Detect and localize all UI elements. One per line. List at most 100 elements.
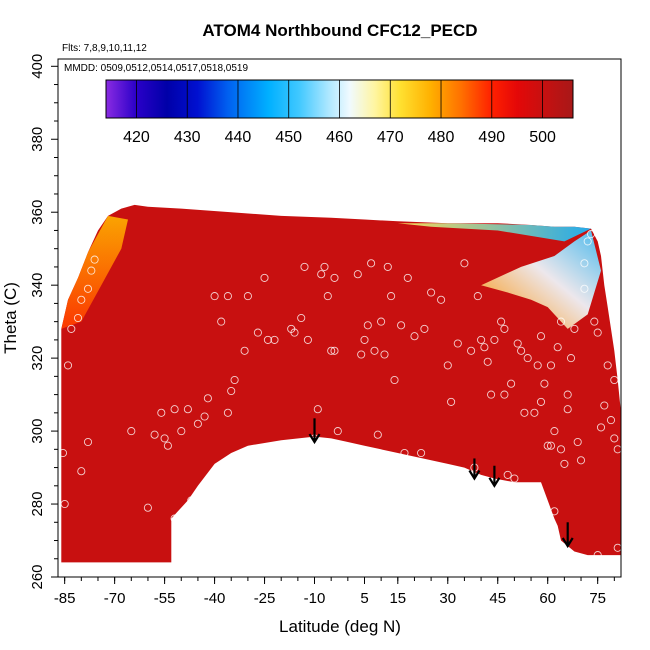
observation-point [586,230,596,239]
observation-point [453,339,462,348]
observation-point [373,430,382,439]
observation-point [527,492,536,501]
observation-point [223,292,232,301]
observation-point [500,324,509,333]
y-tick-label: 280 [29,492,46,517]
observation-point [610,375,619,385]
field-patch [481,230,601,329]
observation-point [143,503,152,512]
observation-point [363,321,372,330]
observation-point [317,270,326,279]
y-tick-label: 260 [29,564,46,589]
observation-point [503,470,512,479]
observation-point [563,390,572,399]
observation-point [87,266,96,275]
observation-point [523,354,532,363]
observation-point [210,292,219,301]
colorbar-tick-label: 500 [529,129,556,146]
arrow-head [468,469,481,481]
observation-point [477,335,486,344]
observation-point [323,292,332,301]
observation-point [333,427,342,436]
colorbar-tick-label: 460 [326,129,353,146]
observation-point [573,437,582,447]
observation-point [230,375,239,385]
observation-point [387,292,396,301]
arrow-head [488,477,501,488]
observation-point [403,273,412,282]
x-tick-label: 30 [439,590,456,607]
observation-point [546,441,556,450]
y-tick-label: 340 [29,273,46,298]
y-axis-label: Theta (C) [1,282,20,354]
observation-point [437,295,446,304]
x-tick-label: 45 [489,590,506,607]
observation-point [327,346,336,355]
observation-point [540,379,549,388]
observation-point [370,346,379,355]
observation-point [580,259,589,268]
observation-point [290,328,299,337]
observation-point [417,448,426,458]
colorbar-tick-label: 470 [377,129,404,146]
observation-point [160,434,169,443]
y-tick-label: 360 [29,200,46,225]
x-tick-label: -10 [304,590,326,607]
observation-point [303,335,312,344]
observation-point [497,317,506,326]
observation-point [300,262,309,271]
field-patch [397,223,591,242]
observation-point [270,335,279,344]
field-region [61,204,622,563]
observation-point [83,437,93,447]
observation-point [500,390,509,399]
observation-point [63,361,73,370]
observation-point [536,332,546,341]
observation-point [460,259,469,268]
y-tick-label: 400 [29,54,46,79]
colorbar-tick-label: 450 [275,129,302,146]
x-tick-label: 15 [389,590,406,607]
observation-point [77,467,86,476]
observation-point [427,288,436,297]
y-tick-label: 380 [29,127,46,152]
observation-point [563,405,572,414]
colorbar-tick-label: 490 [478,129,505,146]
observation-point [546,361,556,370]
observation-point [520,408,529,417]
x-axis-label: Latitude (deg N) [279,617,401,636]
x-tick-label: -55 [154,590,176,607]
observation-point [280,441,289,450]
observation-point [177,427,186,436]
observation-point [297,313,306,323]
observation-point [570,324,579,333]
observation-point [490,335,499,344]
observation-point [383,262,392,271]
observation-point [410,332,419,341]
observation-point [263,335,272,344]
observation-point [593,328,602,337]
observation-point [513,339,522,348]
observation-point [377,317,386,326]
heatmap-field [61,204,622,563]
observation-point [193,419,202,428]
observation-point [510,474,519,483]
axes: -85 -70 -55 -40 -25 -10 5 15 30 45 60 75 260 280 300 32… [29,54,622,607]
observation-point [223,408,232,417]
observation-point [260,273,269,282]
observation-point [360,335,369,344]
observation-point [217,317,226,326]
observation-point [606,416,616,425]
observation-point [447,397,456,406]
observation-point [170,514,179,523]
x-tick-label: 60 [539,590,556,607]
observation-point [127,427,136,436]
observation-point [593,551,602,560]
observation-point [83,284,93,293]
observation-point [277,441,286,450]
observation-point [590,317,599,326]
observation-point [330,346,339,355]
flights-annotation: Flts: 7,8,9,10,11,12 [62,43,147,54]
observation-point [320,262,329,271]
